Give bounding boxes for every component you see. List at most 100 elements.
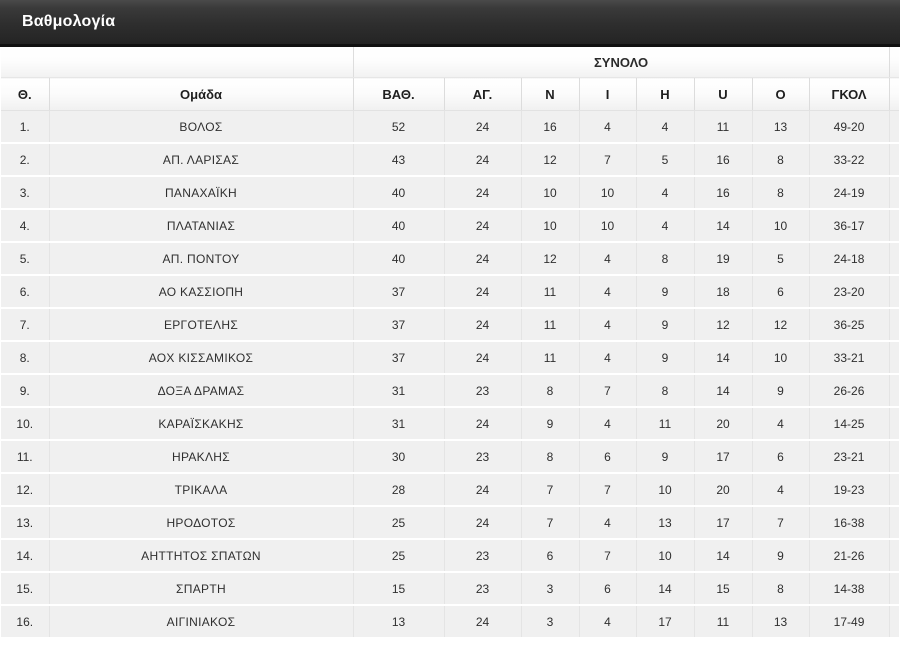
cell-goals: 17-49 xyxy=(809,605,890,639)
cell-tail xyxy=(889,110,900,144)
cell-pos: 3. xyxy=(1,176,50,210)
cell-goals: 24-19 xyxy=(809,176,890,210)
cell-goals: 21-26 xyxy=(809,539,890,573)
table-row[interactable]: 8. ΑΟΧ ΚΙΣΣΑΜΙΚΟΣ 37 24 11 4 9 14 10 33-21 xyxy=(1,341,900,375)
cell-u: 17 xyxy=(694,440,753,474)
column-header-goals[interactable]: ΓΚΟΛ xyxy=(809,77,890,111)
column-header-team[interactable]: Ομάδα xyxy=(49,77,354,111)
column-header-pos[interactable]: Θ. xyxy=(1,77,50,111)
cell-u: 11 xyxy=(694,605,753,639)
cell-pos: 10. xyxy=(1,407,50,441)
cell-o: 8 xyxy=(752,572,810,606)
cell-pld: 24 xyxy=(444,275,522,309)
cell-team[interactable]: ΠΑΝΑΧΑΪΚΗ xyxy=(49,176,354,210)
column-header-u[interactable]: U xyxy=(694,77,753,111)
standings-table-container: ΣΥΝΟΛΟ Θ. Ομάδα ΒΑΘ. ΑΓ. Ν Ι Η U Ο ΓΚΟΛ xyxy=(0,47,900,666)
table-row[interactable]: 2. ΑΠ. ΛΑΡΙΣΑΣ 43 24 12 7 5 16 8 33-22 xyxy=(1,143,900,177)
column-header-pts[interactable]: ΒΑΘ. xyxy=(353,77,445,111)
cell-h: 4 xyxy=(636,176,695,210)
cell-goals: 33-21 xyxy=(809,341,890,375)
cell-tail xyxy=(889,209,900,243)
cell-team[interactable]: ΑΠ. ΠΟΝΤΟΥ xyxy=(49,242,354,276)
table-row[interactable]: 10. ΚΑΡΑΪΣΚΑΚΗΣ 31 24 9 4 11 20 4 14-25 xyxy=(1,407,900,441)
table-body: 1. ΒΟΛΟΣ 52 24 16 4 4 11 13 49-20 2. ΑΠ. ΛΑΡΙΣΑΣ 43 2… xyxy=(1,110,900,639)
cell-h: 11 xyxy=(636,407,695,441)
cell-o: 9 xyxy=(752,374,810,408)
cell-pld: 24 xyxy=(444,209,522,243)
table-row[interactable]: 5. ΑΠ. ΠΟΝΤΟΥ 40 24 12 4 8 19 5 24-18 xyxy=(1,242,900,276)
table-row[interactable]: 3. ΠΑΝΑΧΑΪΚΗ 40 24 10 10 4 16 8 24-19 xyxy=(1,176,900,210)
cell-o: 5 xyxy=(752,242,810,276)
cell-pts: 15 xyxy=(353,572,445,606)
table-row[interactable]: 15. ΣΠΑΡΤΗ 15 23 3 6 14 15 8 14-38 xyxy=(1,572,900,606)
cell-i: 7 xyxy=(579,539,637,573)
cell-n: 12 xyxy=(521,143,580,177)
cell-goals: 19-23 xyxy=(809,473,890,507)
cell-team[interactable]: ΚΑΡΑΪΣΚΑΚΗΣ xyxy=(49,407,354,441)
cell-pts: 30 xyxy=(353,440,445,474)
column-header-n[interactable]: Ν xyxy=(521,77,580,111)
cell-n: 7 xyxy=(521,506,580,540)
column-header-h[interactable]: Η xyxy=(636,77,695,111)
cell-pld: 24 xyxy=(444,473,522,507)
cell-i: 6 xyxy=(579,572,637,606)
cell-goals: 23-21 xyxy=(809,440,890,474)
cell-pts: 40 xyxy=(353,242,445,276)
table-row[interactable]: 6. ΑΟ ΚΑΣΣΙΟΠΗ 37 24 11 4 9 18 6 23-20 xyxy=(1,275,900,309)
cell-u: 14 xyxy=(694,341,753,375)
cell-goals: 49-20 xyxy=(809,110,890,144)
table-row[interactable]: 14. ΑΗΤΤΗΤΟΣ ΣΠΑΤΩΝ 25 23 6 7 10 14 9 21-26 xyxy=(1,539,900,573)
cell-team[interactable]: ΠΛΑΤΑΝΙΑΣ xyxy=(49,209,354,243)
column-header-row: Θ. Ομάδα ΒΑΘ. ΑΓ. Ν Ι Η U Ο ΓΚΟΛ xyxy=(1,77,900,111)
cell-team[interactable]: ΗΡΟΔΟΤΟΣ xyxy=(49,506,354,540)
cell-team[interactable]: ΑΙΓΙΝΙΑΚΟΣ xyxy=(49,605,354,639)
cell-goals: 36-25 xyxy=(809,308,890,342)
cell-team[interactable]: ΑΗΤΤΗΤΟΣ ΣΠΑΤΩΝ xyxy=(49,539,354,573)
column-header-i[interactable]: Ι xyxy=(579,77,637,111)
table-row[interactable]: 16. ΑΙΓΙΝΙΑΚΟΣ 13 24 3 4 17 11 13 17-49 xyxy=(1,605,900,639)
table-row[interactable]: 13. ΗΡΟΔΟΤΟΣ 25 24 7 4 13 17 7 16-38 xyxy=(1,506,900,540)
cell-team[interactable]: ΔΟΞΑ ΔΡΑΜΑΣ xyxy=(49,374,354,408)
table-row[interactable]: 11. ΗΡΑΚΛΗΣ 30 23 8 6 9 17 6 23-21 xyxy=(1,440,900,474)
cell-pts: 31 xyxy=(353,374,445,408)
column-header-pld[interactable]: ΑΓ. xyxy=(444,77,522,111)
cell-h: 17 xyxy=(636,605,695,639)
cell-team[interactable]: ΣΠΑΡΤΗ xyxy=(49,572,354,606)
cell-n: 9 xyxy=(521,407,580,441)
cell-tail xyxy=(889,440,900,474)
cell-pld: 24 xyxy=(444,341,522,375)
cell-pld: 24 xyxy=(444,506,522,540)
table-row[interactable]: 1. ΒΟΛΟΣ 52 24 16 4 4 11 13 49-20 xyxy=(1,110,900,144)
cell-team[interactable]: ΑΟ ΚΑΣΣΙΟΠΗ xyxy=(49,275,354,309)
cell-h: 8 xyxy=(636,242,695,276)
cell-team[interactable]: ΕΡΓΟΤΕΛΗΣ xyxy=(49,308,354,342)
cell-team[interactable]: ΤΡΙΚΑΛΑ xyxy=(49,473,354,507)
column-header-o[interactable]: Ο xyxy=(752,77,810,111)
cell-tail xyxy=(889,374,900,408)
cell-n: 11 xyxy=(521,275,580,309)
cell-i: 4 xyxy=(579,242,637,276)
table-row[interactable]: 9. ΔΟΞΑ ΔΡΑΜΑΣ 31 23 8 7 8 14 9 26-26 xyxy=(1,374,900,408)
cell-pts: 43 xyxy=(353,143,445,177)
cell-pos: 15. xyxy=(1,572,50,606)
cell-u: 20 xyxy=(694,407,753,441)
cell-o: 13 xyxy=(752,605,810,639)
table-row[interactable]: 12. ΤΡΙΚΑΛΑ 28 24 7 7 10 20 4 19-23 xyxy=(1,473,900,507)
cell-team[interactable]: ΑΠ. ΛΑΡΙΣΑΣ xyxy=(49,143,354,177)
cell-team[interactable]: ΗΡΑΚΛΗΣ xyxy=(49,440,354,474)
cell-pos: 13. xyxy=(1,506,50,540)
cell-pld: 23 xyxy=(444,440,522,474)
cell-h: 10 xyxy=(636,539,695,573)
cell-h: 9 xyxy=(636,308,695,342)
cell-team[interactable]: ΒΟΛΟΣ xyxy=(49,110,354,144)
cell-pts: 31 xyxy=(353,407,445,441)
cell-h: 9 xyxy=(636,341,695,375)
table-row[interactable]: 4. ΠΛΑΤΑΝΙΑΣ 40 24 10 10 4 14 10 36-17 xyxy=(1,209,900,243)
cell-tail xyxy=(889,605,900,639)
cell-i: 4 xyxy=(579,506,637,540)
cell-team[interactable]: ΑΟΧ ΚΙΣΣΑΜΙΚΟΣ xyxy=(49,341,354,375)
cell-pld: 24 xyxy=(444,143,522,177)
cell-pld: 24 xyxy=(444,176,522,210)
table-row[interactable]: 7. ΕΡΓΟΤΕΛΗΣ 37 24 11 4 9 12 12 36-25 xyxy=(1,308,900,342)
